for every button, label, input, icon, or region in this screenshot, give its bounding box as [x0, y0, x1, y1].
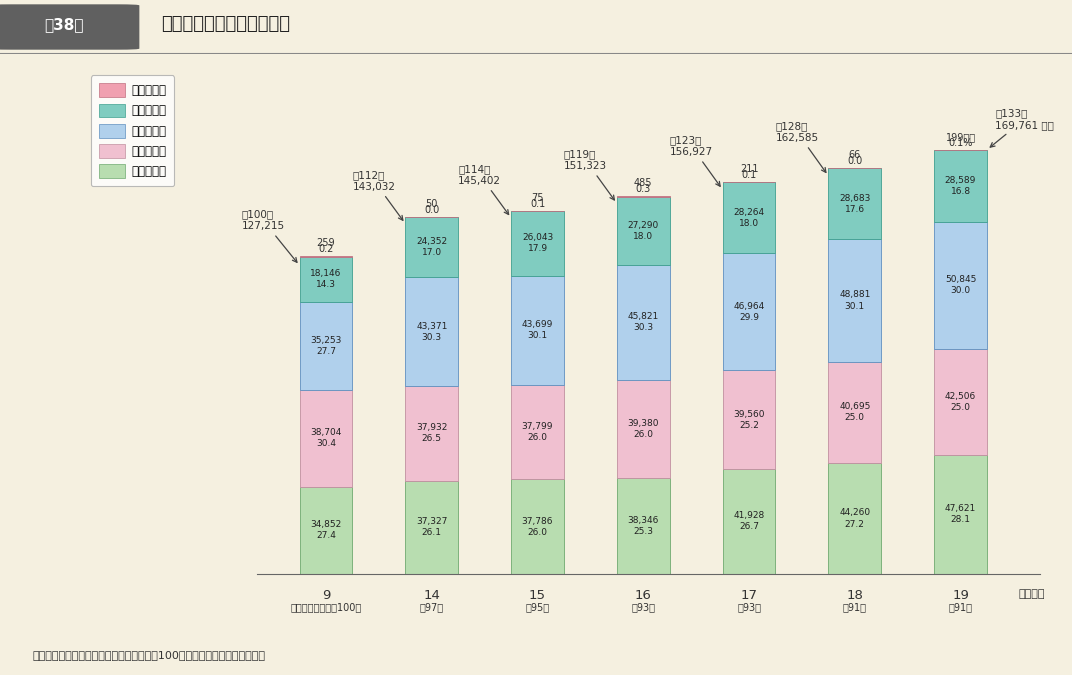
Text: 17: 17 — [741, 589, 758, 601]
Text: 37,327
26.1: 37,327 26.1 — [416, 517, 447, 537]
Text: 0.1: 0.1 — [530, 198, 546, 209]
Text: （95）: （95） — [525, 603, 550, 612]
Text: 0.3: 0.3 — [636, 184, 651, 194]
Text: 259: 259 — [316, 238, 336, 248]
Text: 211: 211 — [740, 164, 758, 174]
Text: 39,380
26.0: 39,380 26.0 — [627, 418, 659, 439]
Bar — [511, 479, 564, 574]
Text: （133）
169,761 億円: （133） 169,761 億円 — [991, 108, 1054, 147]
Bar — [723, 370, 775, 469]
Text: 199億円: 199億円 — [946, 132, 976, 142]
Text: 28,589
16.8: 28,589 16.8 — [944, 176, 977, 196]
Bar — [723, 182, 775, 253]
Bar — [934, 455, 987, 574]
Text: 民生費の目的別歳出の推移: 民生費の目的別歳出の推移 — [161, 16, 289, 33]
Bar — [511, 385, 564, 479]
Text: 34,852
27.4: 34,852 27.4 — [311, 520, 342, 540]
Bar — [616, 196, 670, 197]
Bar — [616, 265, 670, 379]
Text: （119）
151,323: （119） 151,323 — [564, 149, 614, 200]
Text: 18: 18 — [846, 589, 863, 601]
Text: （123）
156,927: （123） 156,927 — [670, 135, 720, 186]
Text: 37,932
26.5: 37,932 26.5 — [416, 423, 447, 443]
Bar — [405, 386, 458, 481]
Text: 第38図: 第38図 — [45, 17, 84, 32]
Bar — [616, 197, 670, 265]
Bar — [934, 151, 987, 221]
Text: （93）: （93） — [631, 603, 655, 612]
Text: 485: 485 — [634, 178, 653, 188]
Text: （91）: （91） — [843, 603, 867, 612]
Text: 43,699
30.1: 43,699 30.1 — [522, 321, 553, 340]
Text: 38,346
25.3: 38,346 25.3 — [627, 516, 659, 536]
Text: 47,621
28.1: 47,621 28.1 — [944, 504, 977, 524]
Text: 24,352
17.0: 24,352 17.0 — [416, 237, 447, 257]
Legend: 災害救助費, 生活保護費, 児童福祉費, 老人福祉費, 社会福祉費: 災害救助費, 生活保護費, 児童福祉費, 老人福祉費, 社会福祉費 — [91, 75, 175, 186]
Text: 43,371
30.3: 43,371 30.3 — [416, 321, 447, 342]
Text: 0.0: 0.0 — [847, 156, 862, 165]
Bar — [511, 211, 564, 276]
Bar — [405, 277, 458, 386]
Text: 39,560
25.2: 39,560 25.2 — [733, 410, 764, 430]
Bar — [829, 168, 881, 240]
Text: （年度）: （年度） — [1018, 589, 1045, 599]
Text: 0.0: 0.0 — [425, 205, 440, 215]
Text: 35,253
27.7: 35,253 27.7 — [310, 336, 342, 356]
Text: 19: 19 — [952, 589, 969, 601]
Text: 48,881
30.1: 48,881 30.1 — [839, 290, 870, 310]
Text: 歳出純計決算額（100）: 歳出純計決算額（100） — [291, 603, 361, 612]
Text: 66: 66 — [849, 150, 861, 160]
Text: （112）
143,032: （112） 143,032 — [353, 170, 403, 220]
Text: 40,695
25.0: 40,695 25.0 — [839, 402, 870, 423]
Text: 37,786
26.0: 37,786 26.0 — [522, 516, 553, 537]
Text: 15: 15 — [528, 589, 546, 601]
Bar — [616, 478, 670, 574]
Text: 27,290
18.0: 27,290 18.0 — [627, 221, 659, 241]
Bar — [723, 253, 775, 370]
Bar — [511, 276, 564, 385]
Text: 14: 14 — [423, 589, 441, 601]
Text: 75: 75 — [532, 192, 544, 202]
Bar — [299, 390, 353, 487]
Text: 50: 50 — [426, 198, 438, 209]
Bar — [299, 302, 353, 390]
Text: （128）
162,585: （128） 162,585 — [775, 121, 825, 172]
Bar — [299, 487, 353, 574]
Text: （100）
127,215: （100） 127,215 — [241, 209, 297, 263]
Text: 18,146
14.3: 18,146 14.3 — [310, 269, 342, 290]
Text: 28,264
18.0: 28,264 18.0 — [733, 208, 764, 227]
Text: 44,260
27.2: 44,260 27.2 — [839, 508, 870, 529]
Text: （注）　（　）内の数値は、平成９年度を100として算出した指数である。: （注） （ ）内の数値は、平成９年度を100として算出した指数である。 — [32, 650, 265, 660]
Bar — [723, 469, 775, 574]
Text: 45,821
30.3: 45,821 30.3 — [627, 313, 659, 333]
Text: 46,964
29.9: 46,964 29.9 — [733, 302, 764, 321]
Text: 9: 9 — [322, 589, 330, 601]
Bar — [829, 362, 881, 463]
Text: （97）: （97） — [420, 603, 444, 612]
Text: （93）: （93） — [738, 603, 761, 612]
Text: （91）: （91） — [949, 603, 972, 612]
Bar — [829, 240, 881, 362]
FancyBboxPatch shape — [0, 4, 139, 50]
Bar — [405, 217, 458, 277]
Bar — [829, 463, 881, 574]
Bar — [616, 379, 670, 478]
Text: （114）
145,402: （114） 145,402 — [458, 164, 508, 215]
Text: 38,704
30.4: 38,704 30.4 — [310, 429, 342, 448]
Text: 42,506
25.0: 42,506 25.0 — [944, 392, 977, 412]
Text: 0.2: 0.2 — [318, 244, 333, 254]
Text: 37,799
26.0: 37,799 26.0 — [522, 422, 553, 442]
Text: 26,043
17.9: 26,043 17.9 — [522, 234, 553, 253]
Bar — [934, 221, 987, 349]
Text: 16: 16 — [635, 589, 652, 601]
Text: 0.1: 0.1 — [742, 170, 757, 180]
Bar — [299, 256, 353, 302]
Bar — [405, 481, 458, 574]
Text: 50,845
30.0: 50,845 30.0 — [944, 275, 977, 295]
Text: 41,928
26.7: 41,928 26.7 — [733, 512, 764, 531]
Text: 0.1%: 0.1% — [949, 138, 972, 148]
Text: 28,683
17.6: 28,683 17.6 — [839, 194, 870, 214]
Bar — [934, 349, 987, 455]
